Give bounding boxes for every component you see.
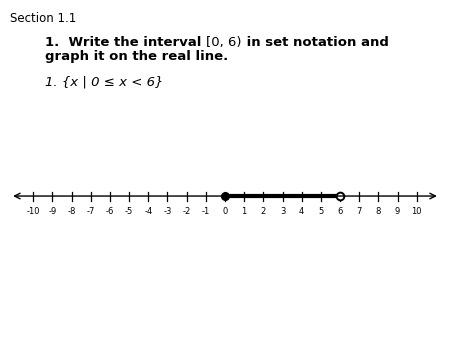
Text: 3: 3 [280,207,285,216]
Text: Section 1.1: Section 1.1 [10,12,76,25]
Text: 7: 7 [356,207,362,216]
Text: 0: 0 [222,207,228,216]
Text: -5: -5 [125,207,133,216]
Text: 1: 1 [242,207,247,216]
Text: [0, 6): [0, 6) [206,36,242,49]
Text: 10: 10 [411,207,422,216]
Text: -10: -10 [27,207,40,216]
Text: -8: -8 [68,207,76,216]
Text: -4: -4 [144,207,153,216]
Text: -6: -6 [106,207,114,216]
Text: 6: 6 [338,207,343,216]
Text: 2: 2 [261,207,266,216]
Text: 1. {x | 0 ≤ x < 6}: 1. {x | 0 ≤ x < 6} [45,75,163,88]
Text: 1.  Write the interval: 1. Write the interval [45,36,206,49]
Text: graph it on the real line.: graph it on the real line. [45,50,228,63]
Text: 4: 4 [299,207,304,216]
Text: in set notation and: in set notation and [242,36,388,49]
Text: -7: -7 [86,207,95,216]
Text: 5: 5 [318,207,324,216]
Text: -1: -1 [202,207,210,216]
Text: 8: 8 [376,207,381,216]
Text: -3: -3 [163,207,171,216]
Text: 9: 9 [395,207,400,216]
Text: -9: -9 [48,207,57,216]
Text: -2: -2 [183,207,191,216]
